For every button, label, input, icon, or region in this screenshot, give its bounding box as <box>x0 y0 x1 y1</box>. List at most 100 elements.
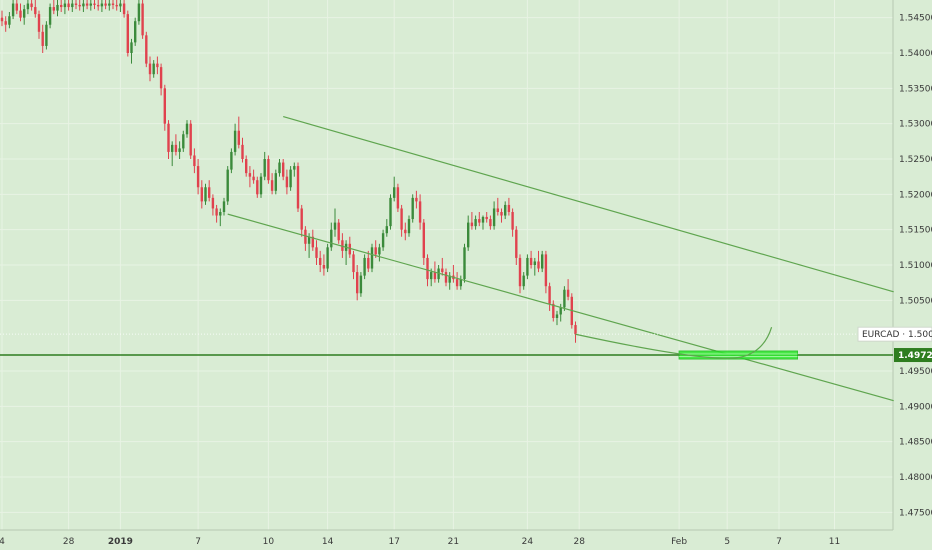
candle-body <box>108 3 111 6</box>
candle-body <box>282 162 285 177</box>
y-tick-label: 1.54500 <box>899 14 932 24</box>
y-tick-label: 1.51500 <box>899 226 932 236</box>
candle-body <box>300 208 303 230</box>
candle-body <box>130 42 133 53</box>
candle-body <box>496 208 499 212</box>
candle-body <box>311 236 314 248</box>
candle-body <box>548 286 551 304</box>
candle-body <box>45 24 48 46</box>
candle-body <box>148 63 152 75</box>
channel-upper-line <box>283 116 894 293</box>
candle-body <box>259 176 263 195</box>
candle-body <box>418 201 422 223</box>
candle-body <box>504 204 507 216</box>
candle-body <box>56 4 59 11</box>
candle-body <box>15 3 18 11</box>
candle-body <box>26 3 30 10</box>
candle-body <box>211 197 215 209</box>
candle-body <box>48 7 52 25</box>
candle-body <box>85 3 89 6</box>
support-price-tag-text: 1.49726 <box>898 351 932 361</box>
candle-body <box>245 159 248 174</box>
candle-body <box>470 222 474 227</box>
candle-body <box>481 216 485 223</box>
candle-body <box>52 7 55 11</box>
candle-body <box>137 3 141 22</box>
candle-body <box>348 243 351 255</box>
candle-body <box>426 257 429 280</box>
candle-body <box>19 10 22 18</box>
candle-body <box>67 3 70 8</box>
candle-body <box>307 236 311 244</box>
candle-body <box>411 197 414 220</box>
x-tick-label: 24 <box>522 537 534 547</box>
time-axis[interactable]: 4 28 2019 7 10 14 17 21 24 28 Feb 5 7 11 <box>0 537 840 547</box>
candle-body <box>478 219 481 223</box>
candle-body <box>4 21 7 25</box>
x-tick-label: 28 <box>63 537 75 547</box>
candle-body <box>385 226 388 234</box>
candle-body <box>8 16 11 25</box>
candle-body <box>378 247 381 255</box>
candle-body <box>430 272 433 280</box>
candle-body <box>500 212 503 216</box>
candle-body <box>41 31 44 46</box>
candle-body <box>522 275 525 287</box>
candle-body <box>381 233 385 248</box>
candle-body <box>119 3 122 7</box>
candle-body <box>248 173 252 177</box>
candle-body <box>518 257 522 287</box>
candle-body <box>507 204 511 212</box>
x-tick-label: 4 <box>0 537 5 547</box>
candle-body <box>370 247 374 269</box>
candle-body <box>285 176 289 188</box>
candle-body <box>200 187 203 202</box>
candle-body <box>270 180 274 191</box>
grid <box>0 0 894 531</box>
candle-body <box>185 123 189 135</box>
candle-body <box>93 3 96 5</box>
candle-body <box>400 208 403 230</box>
y-tick-label: 1.48500 <box>899 438 932 448</box>
candle-body <box>215 208 218 216</box>
candle-body <box>89 3 92 6</box>
candle-body <box>389 197 392 227</box>
x-tick-label: 5 <box>724 537 730 547</box>
candle-body <box>156 63 159 68</box>
candle-body <box>356 272 359 294</box>
y-tick-label: 1.49500 <box>899 367 932 377</box>
candle-body <box>541 254 544 269</box>
candle-body <box>252 176 255 181</box>
candle-body <box>463 247 466 280</box>
candle-body <box>174 144 178 152</box>
candle-body <box>23 9 26 18</box>
candle-body <box>326 247 329 269</box>
price-axis[interactable]: 1.54500 1.54000 1.53500 1.53000 1.52500 1.520… <box>857 14 932 519</box>
y-tick-label: 1.50500 <box>899 296 932 306</box>
support-price-tag: 1.49726 <box>894 348 932 363</box>
candle-body <box>126 14 129 54</box>
x-tick-label: 21 <box>448 537 459 547</box>
candle-body <box>552 303 555 318</box>
candle-body <box>167 123 170 152</box>
candle-body <box>233 130 237 152</box>
candle-body <box>256 180 259 195</box>
y-tick-label: 1.48000 <box>899 473 932 483</box>
candle-body <box>393 187 396 198</box>
candle-body <box>104 3 107 6</box>
candle-body <box>404 229 407 234</box>
candle-body <box>263 159 266 177</box>
candle-body <box>267 159 270 181</box>
candle-body <box>134 21 137 43</box>
candle-body <box>37 14 41 32</box>
y-tick-label: 1.54000 <box>899 49 932 59</box>
candle-body <box>492 208 496 227</box>
candle-body <box>82 3 85 7</box>
x-tick-label: 11 <box>829 537 840 547</box>
candle-body <box>163 88 166 124</box>
candle-body <box>111 3 115 5</box>
y-tick-label: 1.52000 <box>899 190 932 200</box>
candle-body <box>467 222 470 248</box>
